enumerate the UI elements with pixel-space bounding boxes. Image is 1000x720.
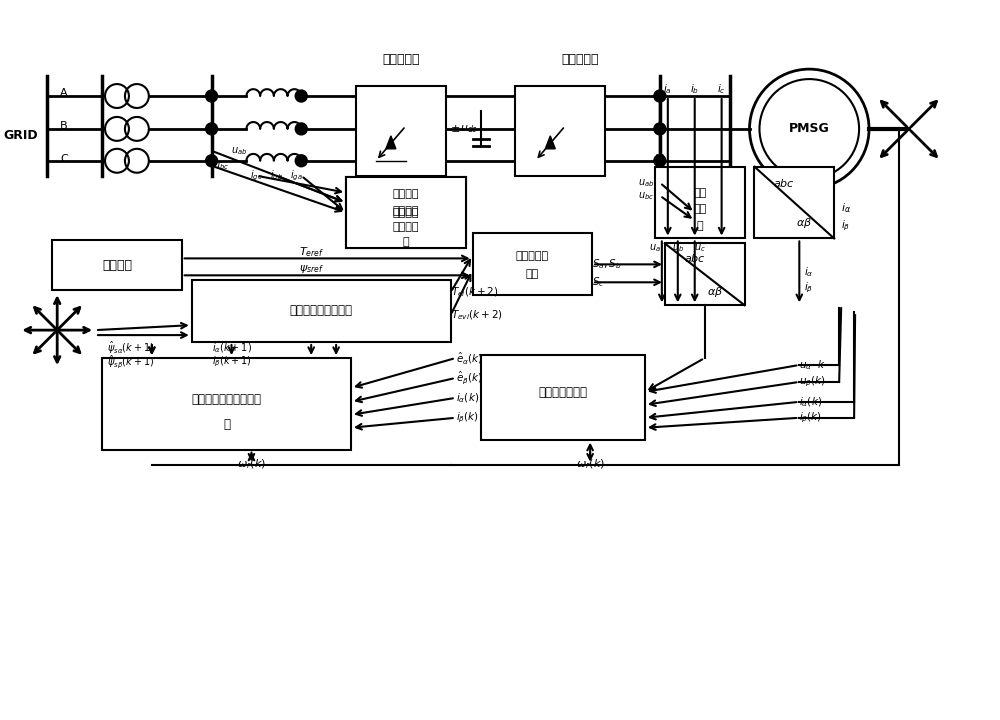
Circle shape [295, 155, 307, 167]
Text: $i_\beta(k)$: $i_\beta(k)$ [456, 410, 479, 425]
Text: $S_a, S_b$: $S_a, S_b$ [592, 258, 622, 271]
Text: $\alpha\beta$: $\alpha\beta$ [796, 215, 812, 230]
Text: $i_\alpha$: $i_\alpha$ [804, 266, 814, 279]
Text: $abc$: $abc$ [684, 253, 706, 264]
Circle shape [206, 155, 218, 167]
Text: $T_{ei}(k+2)$: $T_{ei}(k+2)$ [451, 285, 498, 299]
FancyBboxPatch shape [481, 355, 645, 440]
Text: $i_a$: $i_a$ [663, 82, 672, 96]
Text: 电压定向: 电压定向 [393, 206, 419, 215]
Circle shape [206, 90, 218, 102]
Text: $i_\beta$: $i_\beta$ [804, 281, 814, 295]
Text: 的矢量控: 的矢量控 [393, 222, 419, 233]
FancyBboxPatch shape [346, 176, 466, 248]
Text: $i_\beta(k)$: $i_\beta(k)$ [799, 410, 822, 425]
Text: 基于电网: 基于电网 [393, 189, 419, 199]
Text: A: A [60, 88, 68, 98]
Text: $u_{ab}$: $u_{ab}$ [231, 145, 248, 157]
FancyBboxPatch shape [346, 176, 466, 248]
Text: $u_c$: $u_c$ [694, 243, 706, 254]
Text: 风机主控: 风机主控 [102, 259, 132, 272]
Text: $i_\beta(k+1)$: $i_\beta(k+1)$ [212, 355, 252, 369]
Text: $i_{gc}$: $i_{gc}$ [250, 168, 263, 183]
Circle shape [206, 123, 218, 135]
Polygon shape [545, 136, 555, 149]
Text: $i_\alpha(k+1)$: $i_\alpha(k+1)$ [212, 341, 252, 355]
FancyBboxPatch shape [52, 240, 182, 290]
Text: $u_{bc}$: $u_{bc}$ [213, 160, 230, 171]
FancyBboxPatch shape [473, 233, 592, 295]
Circle shape [295, 123, 307, 135]
Text: 静止坐标系上的预测过: 静止坐标系上的预测过 [192, 393, 262, 406]
Text: $\hat{\psi}_{s\beta}(k+1)$: $\hat{\psi}_{s\beta}(k+1)$ [107, 354, 154, 370]
Text: ±: ± [451, 124, 460, 134]
Text: $\omega_r(k)$: $\omega_r(k)$ [576, 458, 605, 472]
Text: $u_a$: $u_a$ [649, 243, 661, 254]
Text: $u_{ab}$: $u_{ab}$ [638, 177, 654, 189]
Text: 网侧变流器: 网侧变流器 [382, 53, 420, 66]
Text: $i_\alpha$: $i_\alpha$ [841, 202, 851, 215]
Polygon shape [386, 136, 396, 149]
FancyBboxPatch shape [655, 167, 745, 238]
FancyBboxPatch shape [356, 86, 446, 176]
Text: $\alpha\beta$: $\alpha\beta$ [707, 285, 723, 300]
Text: $\hat{e}_\alpha(k)$: $\hat{e}_\alpha(k)$ [456, 350, 482, 366]
Circle shape [654, 155, 666, 167]
Text: 制: 制 [403, 238, 409, 248]
Text: $i_{ga}$: $i_{ga}$ [290, 168, 303, 183]
Text: $i_{gb}$: $i_{gb}$ [270, 168, 283, 183]
Text: $u_{dc}$: $u_{dc}$ [460, 123, 478, 135]
Text: PMSG: PMSG [789, 122, 830, 135]
Text: 目标函数最: 目标函数最 [516, 251, 549, 261]
Text: $\omega_r(k)$: $\omega_r(k)$ [237, 458, 266, 472]
Text: 机侧变流器: 机侧变流器 [561, 53, 599, 66]
FancyBboxPatch shape [754, 167, 834, 238]
Text: $abc$: $abc$ [773, 176, 795, 189]
Text: B: B [60, 121, 68, 131]
Circle shape [654, 90, 666, 102]
Text: $i_\alpha(k)$: $i_\alpha(k)$ [799, 395, 822, 409]
Text: $i_b$: $i_b$ [690, 82, 699, 96]
FancyBboxPatch shape [665, 243, 745, 305]
Text: GRID: GRID [3, 130, 38, 143]
Text: 转矩和虚拟转矩预测: 转矩和虚拟转矩预测 [290, 304, 353, 317]
Text: 程: 程 [223, 418, 230, 431]
FancyBboxPatch shape [192, 280, 451, 342]
Text: 全阶滑模观测器: 全阶滑模观测器 [538, 387, 587, 400]
Text: 小化: 小化 [526, 269, 539, 279]
Text: 基于电网: 基于电网 [393, 207, 419, 217]
Text: $u_\alpha$  $k$: $u_\alpha$ $k$ [799, 358, 826, 372]
Text: $u_b$: $u_b$ [672, 243, 684, 254]
Circle shape [295, 90, 307, 102]
Circle shape [654, 123, 666, 135]
Text: $T_{evi}(k+2)$: $T_{evi}(k+2)$ [451, 308, 503, 322]
Text: $\psi_{sref}$: $\psi_{sref}$ [299, 264, 324, 275]
Text: 计算: 计算 [693, 188, 706, 198]
FancyBboxPatch shape [515, 86, 605, 176]
Text: 相电: 相电 [693, 204, 706, 214]
Text: $\hat{\psi}_{s\alpha}(k+1)$: $\hat{\psi}_{s\alpha}(k+1)$ [107, 340, 154, 356]
Text: $S_c$: $S_c$ [592, 276, 605, 289]
Text: $u_{bc}$: $u_{bc}$ [638, 190, 654, 202]
Text: $i_c$: $i_c$ [717, 82, 726, 96]
FancyBboxPatch shape [102, 358, 351, 450]
Text: C: C [60, 154, 68, 163]
Text: 压: 压 [696, 220, 703, 230]
Text: $i_\beta$: $i_\beta$ [841, 218, 850, 233]
Text: $T_{eref}$: $T_{eref}$ [299, 246, 324, 259]
Text: $i_\alpha(k)$: $i_\alpha(k)$ [456, 391, 479, 405]
Text: $u_\beta(k)$: $u_\beta(k)$ [799, 374, 826, 389]
Text: $\hat{e}_\beta(k)$: $\hat{e}_\beta(k)$ [456, 369, 482, 387]
